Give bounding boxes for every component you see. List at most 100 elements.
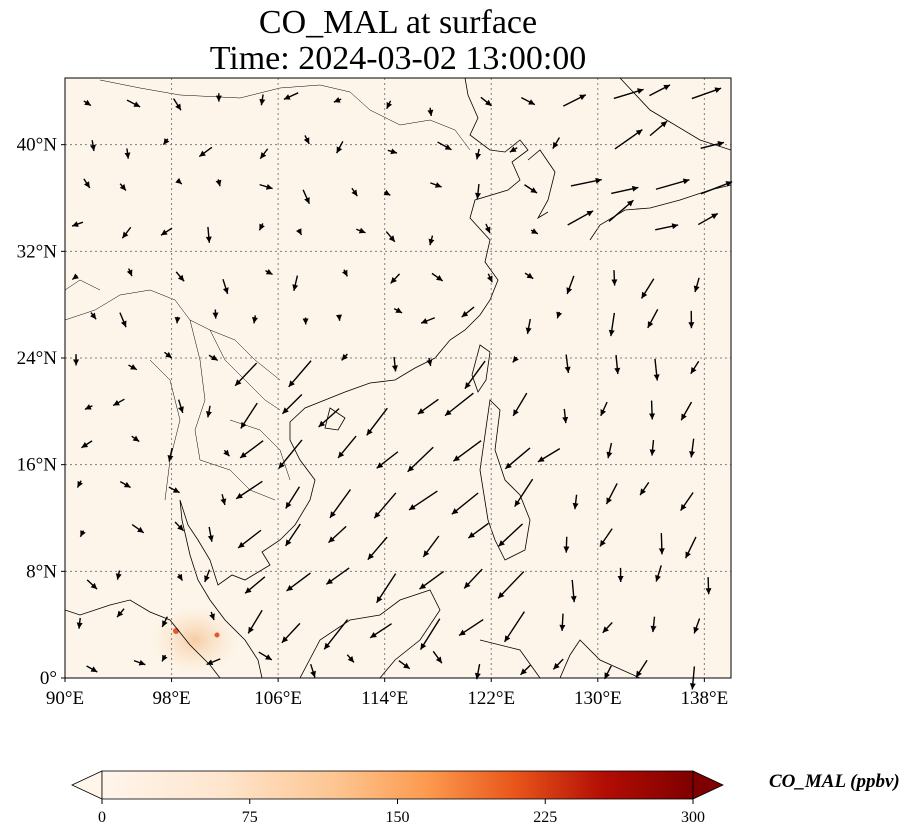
wind-arrow [556, 311, 563, 319]
wind-arrow [639, 482, 650, 496]
wind-arrow [689, 438, 696, 458]
wind-arrow [431, 272, 444, 282]
wind-arrow [640, 278, 655, 299]
wind-arrow [131, 435, 140, 443]
wind-arrow [480, 96, 493, 107]
wind-arrow [570, 579, 577, 603]
lat-tick-label: 16°N [17, 455, 58, 476]
wind-arrow [207, 526, 214, 542]
wind-arrow [649, 439, 656, 456]
wind-arrow [520, 664, 531, 676]
wind-arrow [83, 178, 91, 189]
wind-arrow [86, 579, 98, 590]
colorbar-tick-label: 225 [533, 809, 557, 826]
wind-arrow [463, 568, 483, 589]
wind-arrow [393, 307, 403, 314]
wind-arrow [691, 87, 722, 100]
wind-arrow [564, 354, 571, 373]
wind-arrow [611, 270, 618, 286]
wind-arrow [422, 535, 440, 558]
colorbar-tick-label: 0 [98, 809, 106, 826]
wind-arrow [205, 226, 212, 243]
wind-arrow [220, 494, 227, 506]
wind-arrow [174, 316, 181, 324]
wind-arrow [484, 223, 491, 234]
wind-arrow [198, 146, 213, 158]
wind-arrow [237, 529, 262, 549]
wind-arrow [119, 312, 127, 328]
wind-arrow [467, 522, 489, 539]
wind-arrow [208, 354, 219, 362]
wind-arrow [512, 355, 519, 363]
wind-arrow [119, 183, 127, 191]
wind-arrow [420, 317, 436, 324]
wind-arrow [369, 623, 392, 639]
wind-arrow [258, 651, 273, 661]
wind-arrow [552, 658, 564, 670]
wind-arrow [649, 400, 656, 420]
wind-arrow [303, 135, 310, 145]
wind-arrow [71, 221, 84, 227]
wind-arrow [356, 227, 366, 234]
wind-arrow [83, 99, 92, 107]
wind-arrow [84, 404, 93, 411]
country-borders [65, 79, 471, 501]
colorbar-extend-min [71, 770, 103, 800]
lon-tick-label: 90°E [46, 688, 84, 709]
wind-arrow [608, 312, 616, 337]
wind-arrow [73, 354, 80, 366]
wind-arrow [427, 107, 434, 117]
wind-arrow [235, 480, 263, 500]
wind-arrow [599, 528, 613, 547]
wind-arrow [90, 140, 96, 152]
wind-arrow [428, 235, 435, 246]
wind-arrow [391, 356, 398, 372]
wind-arrow [162, 138, 170, 146]
wind-arrow [259, 94, 266, 106]
wind-arrow [176, 573, 184, 581]
wind-arrow [647, 308, 659, 329]
wind-arrow [284, 523, 301, 547]
wind-arrow [417, 398, 439, 415]
wind-arrow [444, 392, 474, 417]
colorbar-tick-label: 150 [386, 809, 410, 826]
lat-tick-label: 8°N [26, 561, 57, 582]
wind-arrow [341, 353, 348, 361]
wind-arrow [292, 275, 299, 291]
wind-arrow [175, 177, 183, 185]
concentration-peak-1 [173, 628, 179, 634]
colorbar-extend-max [692, 770, 724, 800]
wind-arrow [173, 98, 182, 111]
map-frame [64, 77, 732, 679]
lon-tick-label: 114°E [361, 688, 408, 709]
wind-arrow [265, 268, 273, 276]
wind-arrow [705, 577, 712, 595]
wind-arrow [390, 273, 401, 284]
lat-tick-label: 32°N [17, 241, 58, 262]
wind-arrow [525, 318, 532, 335]
wind-arrow [71, 273, 79, 281]
wind-arrow [209, 611, 215, 621]
wind-arrow [697, 212, 719, 226]
lon-tick-label: 106°E [254, 688, 302, 709]
wind-arrow [86, 665, 98, 673]
wind-arrow [430, 182, 442, 188]
concentration-hotspot [150, 605, 240, 675]
wind-arrow [351, 187, 358, 197]
wind-arrow [655, 178, 690, 190]
lon-tick-label: 122°E [467, 688, 515, 709]
wind-arrow [562, 408, 569, 424]
wind-arrow [567, 210, 594, 226]
wind-arrow [164, 351, 173, 359]
wind-arrow [464, 360, 486, 390]
wind-arrow [649, 120, 668, 137]
wind-arrow [562, 94, 587, 107]
wind-arrow [385, 231, 396, 243]
wind-arrow [602, 622, 613, 634]
wind-arrow [329, 489, 352, 519]
wind-arrow [234, 362, 258, 387]
wind-arrow [240, 402, 258, 429]
map-subtitle-time: Time: 2024-03-02 13:00:00 [209, 40, 587, 77]
wind-arrow [333, 97, 342, 103]
